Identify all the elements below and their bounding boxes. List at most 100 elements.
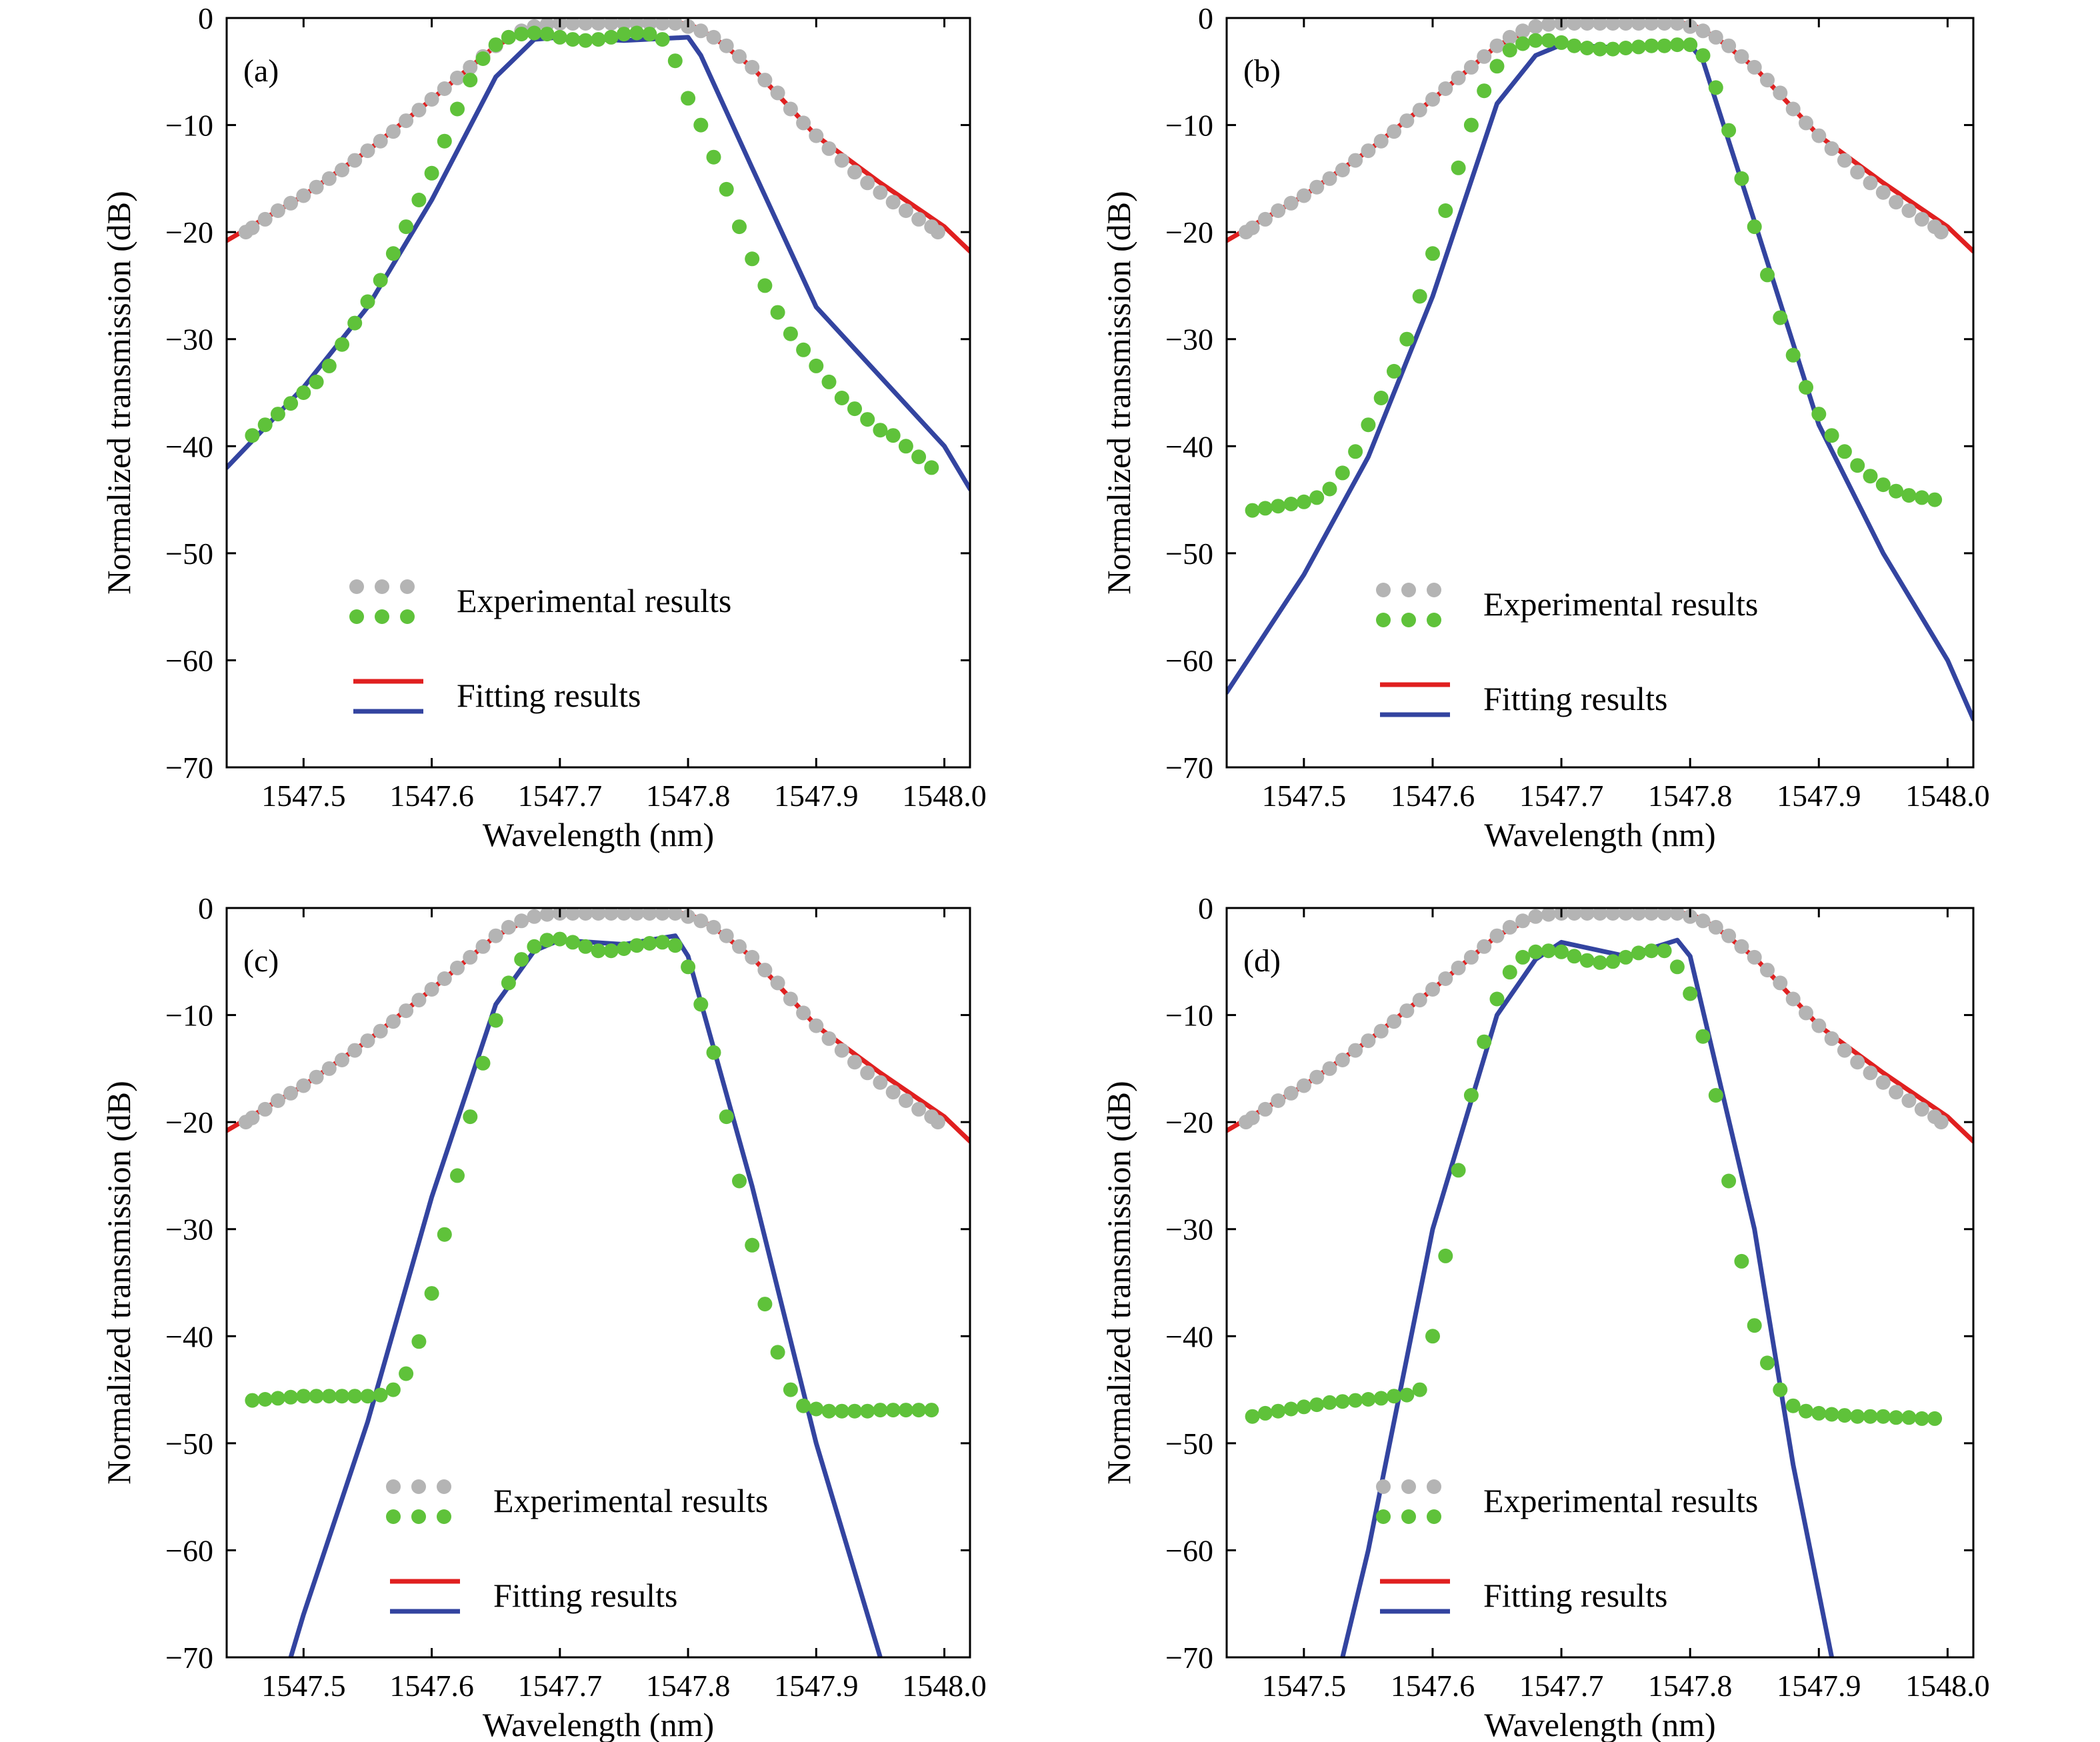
data-point [911, 1101, 927, 1117]
data-point [757, 278, 773, 293]
data-point [1451, 1163, 1466, 1178]
data-point [1863, 1409, 1878, 1424]
legend: Experimental results Fitting results [386, 1479, 768, 1614]
data-point [1760, 73, 1775, 88]
data-point [1283, 195, 1299, 211]
data-point [309, 179, 324, 195]
data-point [1463, 949, 1479, 965]
data-point [1618, 908, 1633, 921]
data-point [1850, 1409, 1865, 1424]
data-point [450, 960, 465, 975]
data-point [1837, 153, 1852, 168]
y-tick-label: −30 [165, 323, 213, 357]
y-tick-label: 0 [1198, 891, 1213, 925]
legend-marker-green [1427, 1509, 1441, 1524]
x-axis-label: Wavelength (nm) [1484, 816, 1715, 853]
data-point [1438, 1248, 1453, 1263]
data-point [1296, 494, 1311, 509]
data-point [1773, 85, 1788, 101]
legend-marker-green [375, 609, 389, 624]
data-point [450, 70, 465, 85]
x-axis-label: Wavelength (nm) [483, 1706, 714, 1742]
y-tick-label: 0 [198, 891, 213, 925]
legend-marker-gray [1427, 583, 1441, 597]
data-point [783, 991, 798, 1007]
y-axis-label: Normalized transmission (dB) [100, 191, 137, 594]
x-tick-label: 1547.8 [1648, 1669, 1733, 1703]
data-point [1811, 128, 1827, 143]
data-point [1451, 160, 1466, 175]
data-point [373, 133, 388, 149]
data-point [873, 1075, 888, 1090]
data-point [296, 1389, 311, 1404]
data-point [1850, 165, 1865, 180]
data-point [1489, 38, 1505, 53]
legend-label-fitting: Fitting results [1483, 1577, 1667, 1614]
data-point [501, 29, 516, 45]
data-point [385, 1014, 401, 1029]
data-point [1335, 1053, 1350, 1067]
data-point [245, 428, 260, 443]
axes-frame [1225, 907, 1975, 1659]
data-point [565, 908, 581, 921]
data-point [693, 23, 709, 39]
y-tick-label: −70 [165, 1641, 213, 1675]
data-point [501, 919, 516, 935]
data-point [591, 32, 606, 47]
data-point [565, 935, 581, 950]
data-point [732, 49, 747, 64]
data-point [1799, 115, 1813, 131]
data-point [616, 941, 631, 956]
y-tick-label: −20 [1165, 1105, 1213, 1139]
y-tick-label: −10 [165, 999, 213, 1033]
y-tick-label: −20 [1165, 215, 1213, 249]
y-tick-label: −50 [1165, 1427, 1213, 1461]
legend-marker-green [1401, 613, 1416, 627]
legend: Experimental results Fitting results [349, 579, 731, 714]
data-point [1399, 113, 1415, 129]
data-point [1734, 939, 1749, 954]
data-point [821, 141, 837, 156]
data-point [270, 1391, 285, 1406]
data-point [475, 51, 491, 66]
data-point [847, 165, 862, 180]
data-point [1489, 991, 1505, 1007]
y-tick-label: −70 [165, 751, 213, 785]
data-point [1734, 49, 1749, 64]
data-point [1760, 1355, 1775, 1371]
data-point [1708, 1088, 1723, 1103]
legend-marker-green [1376, 1509, 1391, 1524]
data-point [706, 919, 721, 935]
data-point [655, 18, 670, 31]
legend-marker-gray [1401, 583, 1416, 597]
data-point [1785, 1398, 1801, 1413]
data-point [488, 37, 503, 53]
data-point [603, 29, 619, 45]
data-point [1644, 18, 1659, 31]
data-point [1901, 1093, 1917, 1108]
data-point [745, 1237, 760, 1253]
data-point [1785, 347, 1801, 363]
x-tick-label: 1548.0 [902, 779, 987, 813]
data-point [706, 149, 721, 165]
data-point [1425, 92, 1440, 107]
x-tick-label: 1547.6 [1391, 1669, 1475, 1703]
data-point [552, 931, 567, 947]
data-point [437, 971, 452, 986]
data-point [1477, 83, 1492, 99]
data-point [1283, 1401, 1299, 1417]
data-point [1502, 29, 1517, 45]
data-point [1463, 59, 1479, 75]
y-tick-label: −30 [1165, 1213, 1213, 1247]
legend-marker-gray [349, 579, 364, 594]
data-point [732, 219, 747, 235]
data-point [1721, 123, 1737, 138]
data-point [411, 1334, 427, 1349]
x-tick-label: 1547.9 [1777, 1669, 1861, 1703]
data-point [1747, 219, 1762, 235]
data-point [1760, 963, 1775, 978]
x-axis-label: Wavelength (nm) [483, 816, 714, 853]
data-point [1579, 41, 1595, 55]
data-point [1631, 908, 1646, 921]
